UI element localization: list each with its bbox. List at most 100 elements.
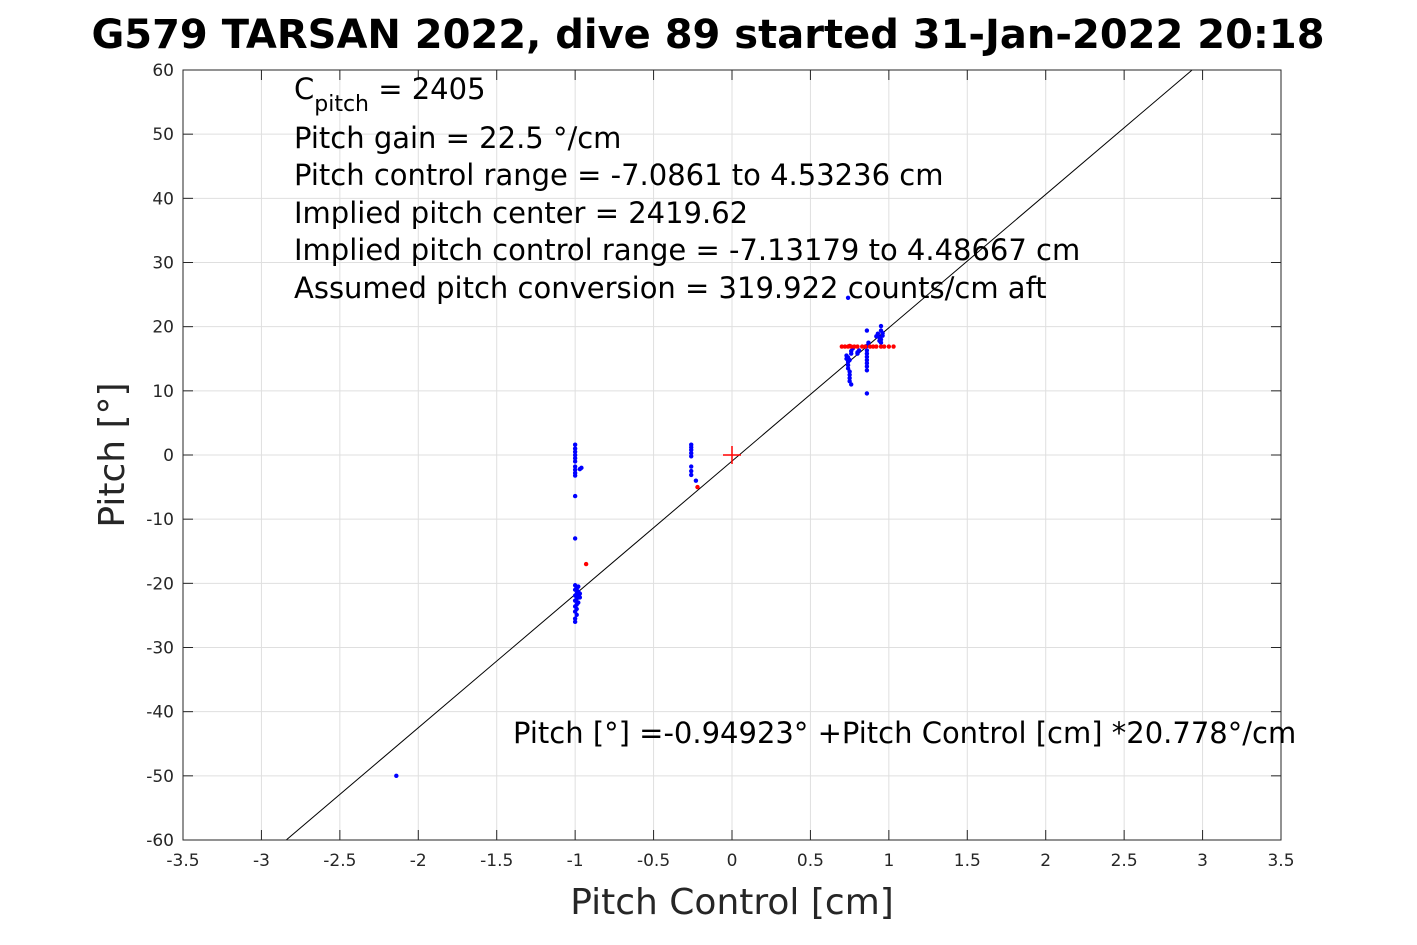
data-point-blue (847, 372, 852, 377)
data-point-red (881, 344, 887, 349)
data-point-blue (572, 442, 578, 447)
data-point-blue (878, 323, 884, 329)
data-point-red (867, 344, 873, 349)
annotation-assumed-conversion: Assumed pitch conversion = 319.922 count… (294, 271, 1047, 305)
y-tick-labels: -60 -50 -40 -30 -20 -10 0 10 20 30 40 50 60 (146, 61, 174, 851)
y-tick-label: 0 (163, 446, 174, 466)
data-point-blue (880, 333, 885, 338)
x-tick-label: -1 (567, 851, 584, 871)
data-point-blue (574, 612, 579, 617)
data-point-red (842, 344, 848, 349)
y-tick-label: 60 (152, 61, 174, 81)
data-point-red (878, 344, 884, 349)
data-point-blue (849, 382, 854, 387)
data-point-red (859, 344, 865, 349)
annotation-pitch-gain: Pitch gain = 22.5 °/cm (294, 121, 621, 155)
data-point-blue (847, 357, 852, 363)
x-tick-label: -1.5 (480, 851, 513, 871)
data-point-blue (572, 473, 578, 478)
data-point-blue (394, 773, 399, 779)
annotation-c-pitch: Cpitch = 2405 (294, 72, 486, 117)
x-tick-label: -3.5 (166, 851, 199, 871)
data-point-blue (689, 464, 694, 469)
data-point-blue (875, 331, 881, 336)
x-tick-label: 3.5 (1267, 851, 1294, 871)
data-point-blue (845, 362, 851, 368)
x-tick-labels: -3.5 -3 -2.5 -2 -1.5 -1 -0.5 0 0.5 1 1.5 2 2.5 3 3.5 (166, 851, 1294, 871)
data-point-red (839, 344, 844, 349)
data-point-red (855, 344, 860, 349)
data-point-blue (572, 467, 578, 472)
data-point-blue (577, 591, 583, 596)
data-point-red (874, 344, 879, 349)
data-point-blue (864, 361, 870, 366)
axis-ticks (182, 69, 1282, 841)
data-point-blue (572, 449, 578, 454)
data-point-blue (689, 454, 694, 459)
y-tick-label: -40 (146, 703, 174, 723)
y-tick-label: 10 (152, 382, 174, 402)
data-point-blue (864, 368, 870, 373)
data-point-blue (693, 478, 699, 483)
data-point-red (870, 344, 876, 349)
data-point-blue (572, 459, 578, 464)
x-tick-label: -2.5 (323, 851, 356, 871)
chart-title: G579 TARSAN 2022, dive 89 started 31-Jan… (91, 12, 1324, 58)
annotation-block: Cpitch = 2405 Pitch gain = 22.5 °/cm Pit… (294, 72, 1296, 750)
data-point-blue (572, 456, 578, 461)
x-tick-label: 3 (1197, 851, 1208, 871)
data-point-blue (689, 468, 694, 474)
y-tick-label: -10 (146, 510, 174, 530)
c-pitch-symbol: C (294, 72, 314, 106)
data-point-blue (572, 493, 578, 499)
data-point-blue (864, 348, 870, 353)
y-tick-label: -60 (146, 831, 174, 851)
c-pitch-subscript: pitch (314, 92, 369, 117)
x-tick-label: -2 (410, 851, 427, 871)
annotation-implied-center: Implied pitch center = 2419.62 (294, 196, 748, 230)
data-point-blue (877, 338, 882, 343)
x-tick-label: 1 (883, 851, 894, 871)
data-point-red (891, 344, 896, 349)
data-point-blue (689, 450, 694, 456)
y-tick-label: 40 (152, 189, 174, 209)
x-tick-label: 2 (1040, 851, 1051, 871)
c-pitch-value: = 2405 (369, 72, 486, 106)
data-point-red (583, 561, 589, 567)
center-marker-group (723, 446, 741, 464)
data-point-blue (579, 465, 584, 471)
y-tick-label: -30 (146, 639, 174, 659)
y-tick-label: 20 (152, 318, 174, 338)
x-tick-label: -3 (253, 851, 270, 871)
annotation-fit-equation: Pitch [°] =-0.94923° +Pitch Control [cm]… (513, 716, 1296, 750)
data-point-red (886, 344, 892, 349)
data-point-blue (864, 328, 870, 333)
y-tick-label: -20 (146, 574, 174, 594)
x-tick-label: -0.5 (637, 851, 670, 871)
data-point-blue (689, 472, 694, 478)
y-axis-label: Pitch [°] (92, 382, 133, 527)
data-point-blue (864, 351, 870, 356)
x-tick-label: 0.5 (797, 851, 824, 871)
data-point-blue (572, 616, 578, 621)
data-point-blue (572, 536, 578, 541)
x-tick-label: 0 (727, 851, 738, 871)
data-point-blue (847, 375, 852, 381)
data-point-red (695, 484, 700, 490)
data-point-blue (864, 354, 870, 360)
data-point-blue (572, 464, 578, 469)
data-point-red (852, 344, 857, 349)
annotation-pitch-control-range: Pitch control range = -7.0861 to 4.53236… (294, 158, 943, 192)
data-points (394, 295, 896, 779)
data-point-blue (856, 348, 862, 353)
data-point-blue (847, 369, 852, 374)
data-point-red (849, 344, 854, 349)
data-point-blue (866, 340, 871, 345)
annotation-implied-range: Implied pitch control range = -7.13179 t… (294, 233, 1080, 267)
data-point-blue (572, 452, 578, 458)
data-point-red (863, 344, 868, 349)
y-tick-label: -50 (146, 767, 174, 787)
data-point-blue (572, 619, 578, 625)
data-point-blue (845, 295, 851, 300)
